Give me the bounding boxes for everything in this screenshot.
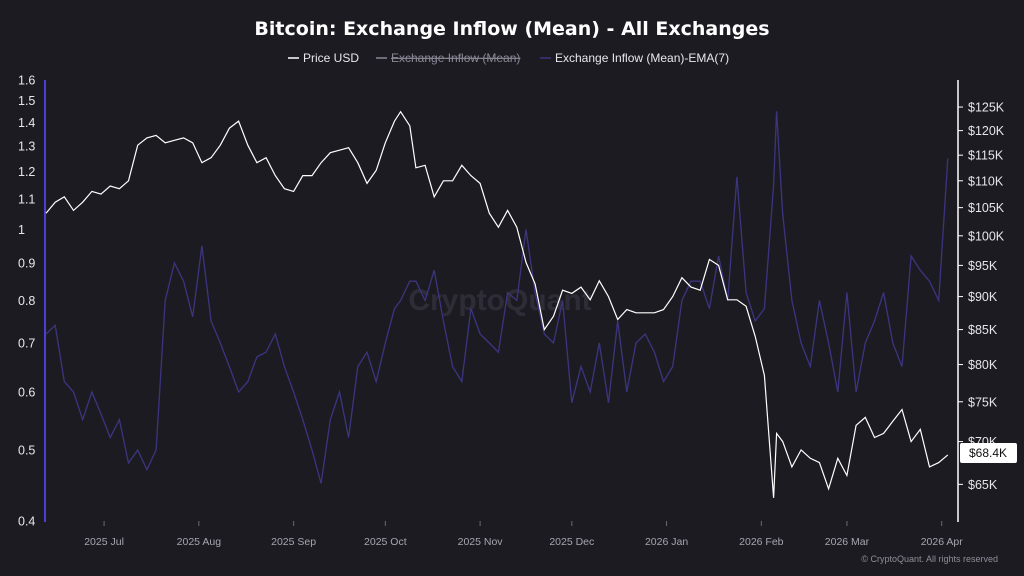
right-tick-label: $100K <box>968 229 1005 243</box>
right-tick-label: $95K <box>968 259 998 273</box>
legend-label: Exchange Inflow (Mean)-EMA(7) <box>555 51 729 65</box>
right-tick-label: $125K <box>968 101 1005 115</box>
price-badge: $68.4K <box>960 443 1017 463</box>
right-tick-label: $120K <box>968 124 1005 138</box>
copyright: © CryptoQuant. All rights reserved <box>861 554 998 564</box>
right-tick-label: $65K <box>968 478 998 492</box>
right-tick-label: $90K <box>968 290 998 304</box>
legend-label: Price USD <box>303 51 359 65</box>
left-tick-label: 1.2 <box>18 165 35 179</box>
legend-item[interactable]: Price USD <box>288 51 359 65</box>
x-tick-label: 2026 Feb <box>739 536 784 548</box>
left-tick-label: 1.1 <box>18 193 35 207</box>
legend-label: Exchange Inflow (Mean) <box>391 51 520 65</box>
x-tick-label: 2025 Jul <box>84 536 124 548</box>
x-tick-label: 2025 Dec <box>549 536 594 548</box>
left-tick-label: 1.4 <box>18 116 35 130</box>
left-tick-label: 1.6 <box>18 74 35 88</box>
chart-title: Bitcoin: Exchange Inflow (Mean) - All Ex… <box>254 18 769 40</box>
x-axis: 2025 Jul 2025 Aug 2025 Sep 2025 Oct 2025 Nov… <box>84 521 963 548</box>
x-tick-label: 2025 Nov <box>458 536 504 548</box>
left-tick-label: 1.3 <box>18 140 35 154</box>
left-tick-label: 1 <box>18 223 25 237</box>
series-line-ema <box>45 111 949 484</box>
left-tick-label: 0.8 <box>18 294 35 308</box>
right-axis: $65K$70K$75K$80K$85K$90K$95K$100K$105K$1… <box>958 101 1005 492</box>
legend-item[interactable]: Exchange Inflow (Mean) <box>376 51 520 65</box>
watermark: CryptoQuant <box>408 284 591 317</box>
right-tick-label: $75K <box>968 395 998 409</box>
right-tick-label: $105K <box>968 201 1005 215</box>
right-tick-label: $115K <box>968 149 1004 163</box>
legend-item[interactable]: Exchange Inflow (Mean)-EMA(7) <box>540 51 729 65</box>
x-tick-label: 2026 Jan <box>645 536 688 548</box>
left-tick-label: 0.4 <box>18 515 35 529</box>
right-tick-label: $80K <box>968 358 998 372</box>
left-tick-label: 1.5 <box>18 94 35 108</box>
right-tick-label: $85K <box>968 323 998 337</box>
x-tick-label: 2025 Sep <box>271 536 316 548</box>
left-tick-label: 0.7 <box>18 336 35 350</box>
left-tick-label: 0.5 <box>18 444 35 458</box>
x-tick-label: 2026 Apr <box>921 536 964 548</box>
price-badge-label: $68.4K <box>969 446 1007 460</box>
left-tick-label: 0.6 <box>18 386 35 400</box>
series-line-price <box>45 110 949 498</box>
legend[interactable]: Price USD Exchange Inflow (Mean) Exchange … <box>288 51 729 65</box>
left-tick-label: 0.9 <box>18 257 35 271</box>
x-tick-label: 2025 Aug <box>177 536 222 548</box>
left-axis: 0.4 0.5 0.6 0.7 0.8 0.9 1 1.1 1.2 1.3 1.4 1.5 1.6 <box>18 74 35 529</box>
x-tick-label: 2025 Oct <box>364 536 407 548</box>
x-tick-label: 2026 Mar <box>825 536 870 548</box>
right-tick-label: $110K <box>968 174 1004 188</box>
